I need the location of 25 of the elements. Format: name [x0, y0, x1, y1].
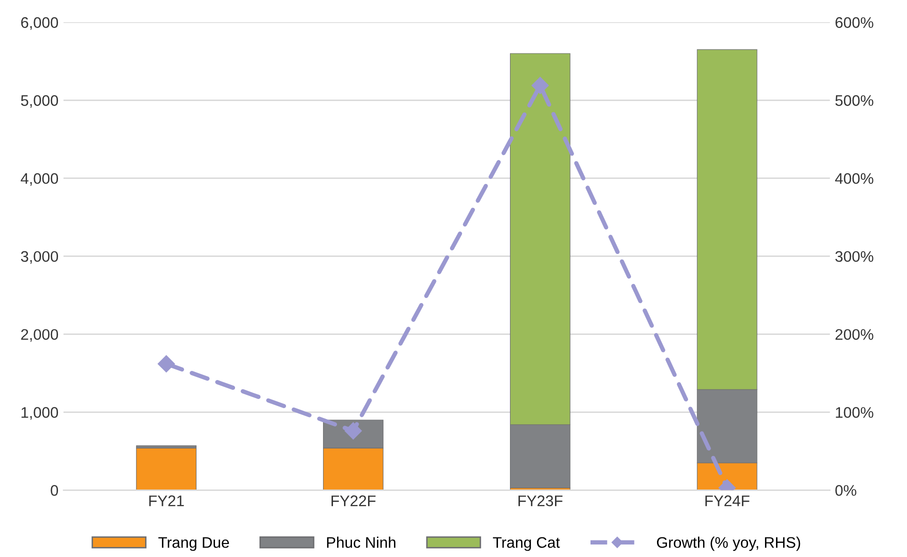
y-tick-label: 6,000 — [21, 17, 58, 30]
y-tick-label: 2,000 — [21, 329, 58, 342]
x-tick-label: FY22F — [332, 495, 376, 506]
point — [158, 355, 175, 372]
point — [532, 76, 549, 94]
y-tick-label: 4,000 — [20, 173, 58, 186]
x-tick-label: FY21 — [149, 495, 184, 506]
x-tick-label: FY24F — [705, 495, 750, 506]
y2-tick-label: 0% — [835, 485, 856, 496]
y2-tick-label: 300% — [835, 251, 874, 262]
y-tick-label: 1,000 — [22, 407, 58, 420]
y2-tick-label: 600% — [836, 17, 874, 28]
y2-tick-label: 400% — [835, 173, 874, 184]
legend-label: Growth (% yoy, RHS) — [656, 536, 800, 551]
y2-tick-label: 500% — [835, 95, 874, 106]
x-tick-label: FY23F — [518, 495, 562, 506]
legend-label: Trang Cat — [492, 537, 560, 551]
y-tick-label: 0 — [50, 485, 58, 496]
y2-tick-label: 200% — [836, 329, 874, 340]
legend-label: Trang Due — [158, 537, 229, 551]
y2-tick-label: 100% — [836, 407, 874, 418]
y-tick-label: 5,000 — [21, 95, 58, 108]
y-tick-label: 3,000 — [20, 251, 58, 264]
bar — [136, 448, 196, 490]
legend-label: Phuc Ninh — [327, 536, 396, 548]
